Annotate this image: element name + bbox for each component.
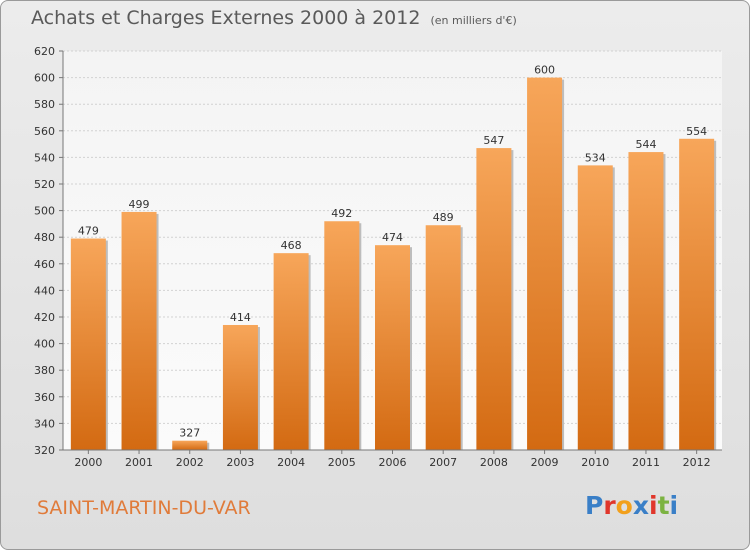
bar-value-label: 327 (179, 427, 200, 440)
y-tick-label: 580 (34, 98, 55, 111)
x-axis: 2000 2001 2002 2003 2004 2005 2006 2007 2008 2009… (63, 449, 722, 469)
bar-value-label: 489 (433, 211, 454, 224)
y-tick-label: 340 (34, 417, 55, 430)
bar-2006 (375, 245, 410, 450)
bar-value-label: 414 (230, 311, 251, 324)
bar-value-label: 492 (331, 207, 352, 220)
chart-title: Achats et Charges Externes 2000 à 2012 (e… (31, 7, 517, 29)
bar-value-label: 468 (281, 239, 302, 252)
bar-2010 (577, 165, 613, 450)
bar-value-label: 600 (534, 64, 555, 77)
commune-name: SAINT-MARTIN-DU-VAR (37, 497, 251, 519)
bar-2004 (273, 253, 309, 450)
x-tick-label: 2007 (429, 456, 457, 469)
bar-2007 (425, 225, 461, 450)
logo-letter: i (649, 491, 658, 520)
y-tick-label: 540 (34, 151, 55, 164)
y-tick-label: 440 (34, 284, 55, 297)
bar-2011 (628, 152, 664, 450)
bar-2008 (476, 148, 512, 450)
x-tick-label: 2003 (226, 456, 254, 469)
bar-value-label: 479 (78, 225, 99, 238)
y-tick-label: 600 (34, 72, 55, 85)
x-tick-label: 2009 (531, 456, 559, 469)
x-tick-label: 2006 (379, 456, 407, 469)
logo-letter: o (615, 491, 633, 520)
y-tick-label: 620 (34, 45, 55, 58)
y-tick-label: 400 (34, 338, 55, 351)
y-tick-label: 500 (34, 205, 55, 218)
y-tick-label: 560 (34, 125, 55, 138)
logo-letter: r (603, 491, 616, 520)
bar-value-label: 534 (585, 151, 606, 164)
bar-2005 (324, 221, 360, 450)
bar-value-label: 544 (635, 138, 656, 151)
x-tick-label: 2005 (328, 456, 356, 469)
y-tick-label: 380 (34, 364, 55, 377)
proxiti-logo: Proxiti (585, 491, 678, 520)
logo-letter: i (669, 491, 679, 520)
x-tick-label: 2012 (683, 456, 711, 469)
x-tick-label: 2001 (125, 456, 153, 469)
y-tick-label: 420 (34, 311, 55, 324)
logo-letter: t (657, 491, 670, 520)
x-tick-label: 2004 (277, 456, 305, 469)
bar-2012 (679, 138, 715, 450)
x-tick-label: 2002 (176, 456, 204, 469)
y-tick-label: 480 (34, 231, 55, 244)
y-tick-label: 360 (34, 391, 55, 404)
logo-letter: P (585, 491, 604, 520)
x-tick-label: 2008 (480, 456, 508, 469)
bar-value-label: 474 (382, 231, 403, 244)
y-tick-label: 520 (34, 178, 55, 191)
bar-2003 (222, 324, 258, 450)
y-axis: 320 340 360 380 400 420 440 460 480 500 520 540 560 5… (34, 45, 64, 457)
chart-unit: (en milliers d'€) (430, 14, 517, 27)
bar-value-label: 499 (129, 198, 150, 211)
x-tick-label: 2010 (581, 456, 609, 469)
y-tick-label: 320 (34, 444, 55, 457)
x-tick-label: 2011 (632, 456, 660, 469)
logo-letter: x (632, 491, 649, 520)
bar-value-label: 547 (483, 134, 504, 147)
chart-title-text: Achats et Charges Externes 2000 à 2012 (31, 7, 421, 29)
bar-2000 (70, 238, 106, 450)
bar-2001 (121, 211, 157, 450)
bar-2002 (172, 440, 208, 450)
bars: 479 499 327 414 468 492 474 489 547 600 534 544 554 (70, 64, 717, 450)
bar-value-label: 554 (686, 125, 707, 138)
bar-2009 (527, 77, 563, 450)
y-tick-label: 460 (34, 258, 55, 271)
x-tick-label: 2000 (74, 456, 102, 469)
